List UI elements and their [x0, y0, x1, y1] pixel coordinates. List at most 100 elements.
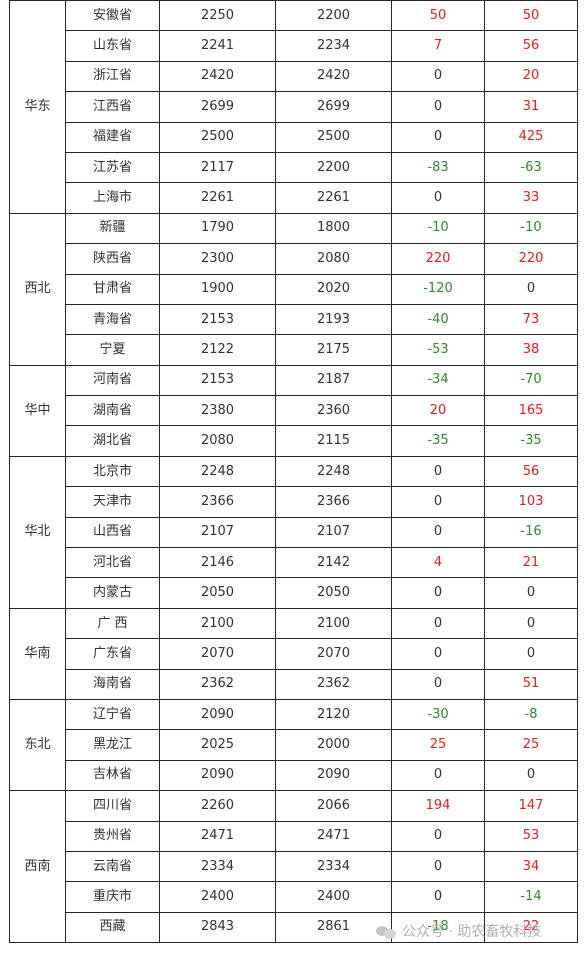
province-cell: 青海省	[65, 303, 160, 336]
value-a-cell: 2260	[159, 790, 276, 822]
value-b-cell: 2142	[275, 547, 392, 579]
province-cell: 河北省	[65, 547, 160, 579]
value-b-cell: 2187	[275, 364, 392, 397]
change-c-cell: 0	[391, 455, 485, 488]
change-d-cell: 73	[484, 303, 578, 336]
change-d-cell: 0	[484, 273, 578, 305]
value-b-cell: 2261	[275, 182, 392, 214]
change-c-cell: 220	[391, 243, 485, 275]
table-row: 宁夏 2122 2175 -53 38	[10, 334, 578, 366]
change-c-cell: 0	[391, 820, 485, 852]
value-a-cell: 2122	[159, 334, 276, 366]
table-row: 山东省 2241 2234 7 56	[10, 30, 578, 62]
change-c-cell: -40	[391, 303, 485, 336]
value-b-cell: 2115	[275, 425, 392, 457]
value-b-cell: 2193	[275, 303, 392, 336]
province-cell: 内蒙古	[65, 577, 160, 609]
change-c-cell: 0	[391, 759, 485, 792]
change-c-cell: -18	[391, 911, 485, 944]
province-cell: 广 西	[65, 607, 160, 640]
value-a-cell: 2471	[159, 820, 276, 852]
value-b-cell: 2699	[275, 91, 392, 123]
table-row: 湖北省 2080 2115 -35 -35	[10, 425, 578, 457]
table-row: 湖南省 2380 2360 20 165	[10, 395, 578, 427]
province-cell: 安徽省	[65, 0, 160, 32]
change-c-cell: -34	[391, 364, 485, 397]
value-a-cell: 2400	[159, 881, 276, 913]
change-d-cell: 220	[484, 243, 578, 275]
value-a-cell: 2380	[159, 395, 276, 427]
province-cell: 广东省	[65, 638, 160, 670]
province-cell: 湖北省	[65, 425, 160, 457]
table-row: 海南省 2362 2362 0 51	[10, 668, 578, 700]
change-c-cell: 50	[391, 0, 485, 32]
change-d-cell: 33	[484, 182, 578, 214]
table-row: 内蒙古 2050 2050 0 0	[10, 577, 578, 609]
change-c-cell: 194	[391, 790, 485, 822]
change-d-cell: -16	[484, 516, 578, 549]
change-d-cell: 56	[484, 30, 578, 62]
change-c-cell: 0	[391, 516, 485, 549]
value-b-cell: 2471	[275, 820, 392, 852]
table-row: 华东 安徽省 2250 2200 50 50	[9, 0, 578, 214]
change-d-cell: 25	[484, 729, 578, 761]
change-c-cell: 0	[391, 486, 485, 518]
province-cell: 江苏省	[65, 151, 160, 184]
value-b-cell: 1800	[275, 212, 392, 245]
change-c-cell: -30	[391, 698, 485, 731]
table-row: 福建省 2500 2500 0 425	[10, 121, 578, 153]
value-a-cell: 2362	[159, 668, 276, 700]
table-row: 甘肃省 1900 2020 -120 0	[10, 273, 578, 305]
change-d-cell: 0	[484, 759, 578, 792]
province-cell: 福建省	[65, 121, 160, 153]
change-d-cell: -8	[484, 698, 578, 731]
table-row: 天津市 2366 2366 0 103	[10, 486, 578, 518]
value-b-cell: 2000	[275, 729, 392, 761]
region-cell: 华北	[9, 455, 66, 609]
value-a-cell: 2300	[159, 243, 276, 275]
value-a-cell: 2153	[159, 364, 276, 397]
change-c-cell: -83	[391, 151, 485, 184]
region-cell: 西北	[9, 212, 66, 366]
change-c-cell: 0	[391, 91, 485, 123]
value-a-cell: 2090	[159, 698, 276, 731]
table-row: 华中 河南省 2153 2187 -34 -70	[9, 364, 578, 457]
value-a-cell: 2500	[159, 121, 276, 153]
value-a-cell: 2248	[159, 455, 276, 488]
table-row: 云南省 2334 2334 0 34	[10, 850, 578, 883]
table-row: 江苏省 2117 2200 -83 -63	[10, 151, 578, 184]
table-row: 西藏 2843 2861 -18 22	[10, 911, 578, 944]
change-d-cell: -35	[484, 425, 578, 457]
value-b-cell: 2366	[275, 486, 392, 518]
value-a-cell: 2090	[159, 759, 276, 792]
value-a-cell: 2050	[159, 577, 276, 609]
change-c-cell: 0	[391, 60, 485, 93]
value-a-cell: 2117	[159, 151, 276, 184]
table-row: 河北省 2146 2142 4 21	[10, 547, 578, 579]
value-b-cell: 2861	[275, 911, 392, 944]
value-b-cell: 2175	[275, 334, 392, 366]
value-b-cell: 2070	[275, 638, 392, 670]
change-c-cell: 0	[391, 121, 485, 153]
change-c-cell: -35	[391, 425, 485, 457]
table-row: 吉林省 2090 2090 0 0	[10, 759, 578, 792]
table-row: 陕西省 2300 2080 220 220	[10, 243, 578, 275]
province-cell: 甘肃省	[65, 273, 160, 305]
table-row: 贵州省 2471 2471 0 53	[10, 820, 578, 852]
value-a-cell: 1900	[159, 273, 276, 305]
value-b-cell: 2248	[275, 455, 392, 488]
province-cell: 北京市	[65, 455, 160, 488]
change-d-cell: 56	[484, 455, 578, 488]
region-cell: 华南	[9, 607, 66, 700]
table-row: 广东省 2070 2070 0 0	[10, 638, 578, 670]
value-b-cell: 2360	[275, 395, 392, 427]
province-cell: 天津市	[65, 486, 160, 518]
province-cell: 辽宁省	[65, 698, 160, 731]
province-cell: 海南省	[65, 668, 160, 700]
change-d-cell: 34	[484, 850, 578, 883]
change-d-cell: 425	[484, 121, 578, 153]
value-b-cell: 2090	[275, 759, 392, 792]
value-b-cell: 2234	[275, 30, 392, 62]
value-a-cell: 2420	[159, 60, 276, 93]
table-row: 山西省 2107 2107 0 -16	[10, 516, 578, 549]
